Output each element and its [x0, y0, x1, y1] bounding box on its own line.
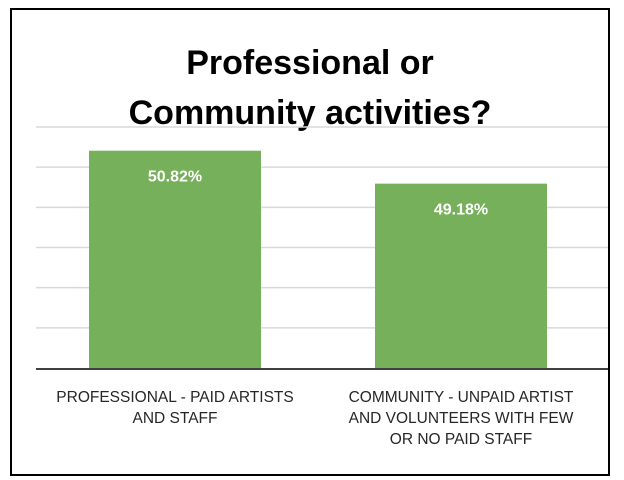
chart-title: Professional or Community activities?	[12, 38, 608, 138]
x-tick-label-community: COMMUNITY - UNPAID ARTIST AND VOLUNTEERS…	[348, 389, 574, 448]
bar-professional	[89, 150, 261, 368]
chart-frame: Professional or Community activities? 50…	[10, 8, 610, 476]
chart-title-line-2: Community activities?	[128, 94, 492, 132]
plot-area: 50.82% 49.18%	[36, 126, 608, 370]
x-tick-label-professional: PROFESSIONAL - PAID ARTISTS AND STAFF	[56, 389, 294, 427]
bar-community	[375, 183, 547, 368]
data-label-professional: 50.82%	[148, 169, 202, 186]
data-label-community: 49.18%	[434, 202, 488, 219]
chart-title-line-1: Professional or	[186, 44, 434, 82]
